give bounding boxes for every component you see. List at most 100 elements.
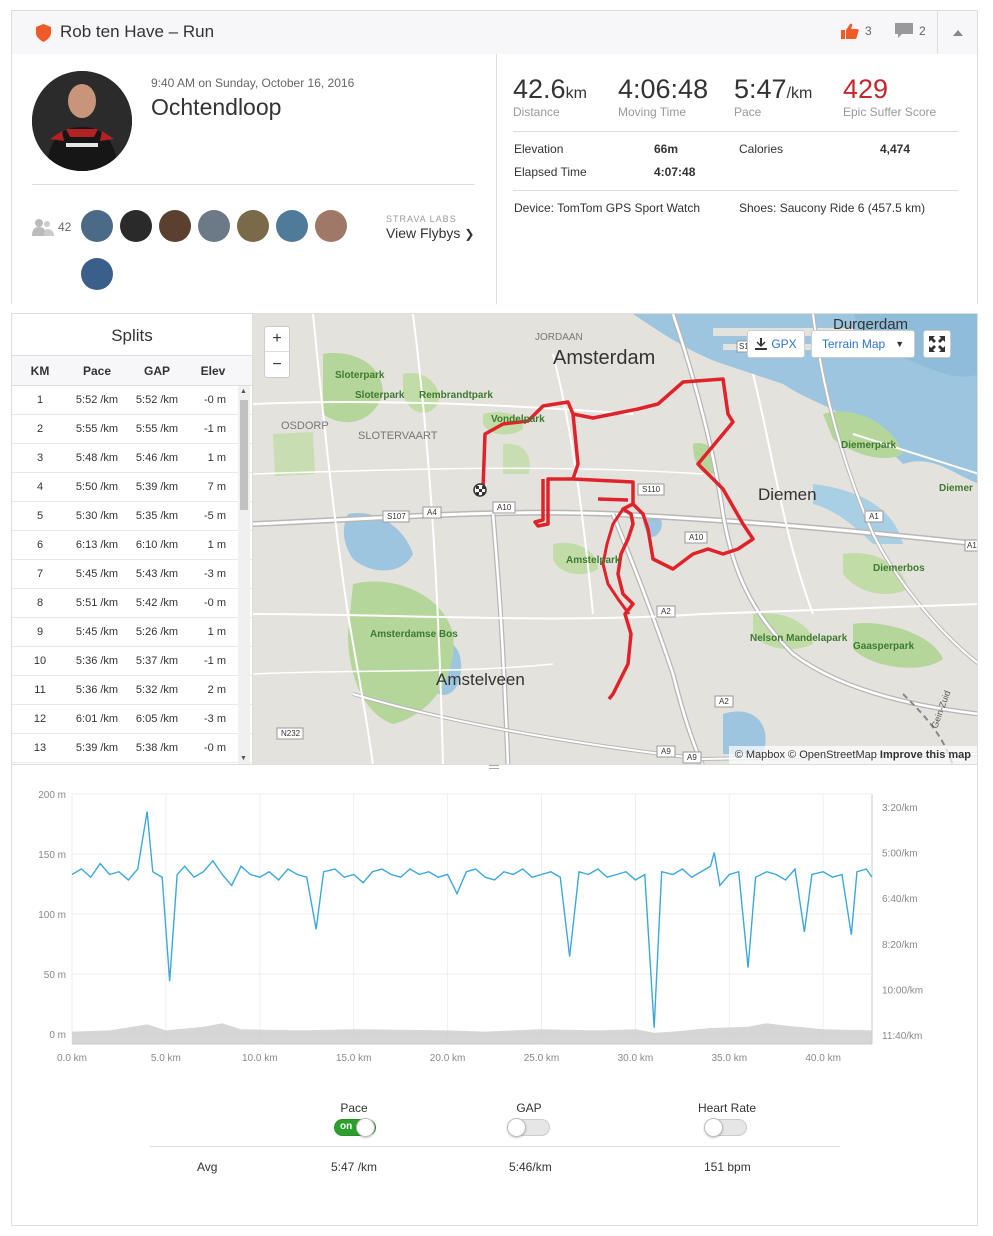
heart-rate-toggle[interactable]	[704, 1118, 747, 1137]
activity-date: 9:40 AM on Sunday, October 16, 2016	[151, 76, 355, 90]
distance-unit: km	[565, 85, 587, 102]
split-row[interactable]: 2 5:55 /km 5:55 /km -1 m	[12, 415, 252, 444]
split-gap: 6:05 /km	[135, 713, 179, 725]
split-row[interactable]: 1 5:52 /km 5:52 /km -0 m	[12, 386, 252, 415]
split-gap: 5:52 /km	[135, 394, 179, 406]
scroll-down-icon[interactable]: ▼	[240, 755, 247, 762]
zoom-out-button[interactable]: −	[272, 355, 282, 373]
split-gap: 5:46 /km	[135, 452, 179, 464]
splits-scrollbar[interactable]: ▲ ▼	[238, 386, 250, 764]
split-row[interactable]: 8 5:51 /km 5:42 /km -0 m	[12, 589, 252, 618]
split-pace: 5:36 /km	[75, 684, 119, 696]
gpx-download-button[interactable]: GPX	[747, 330, 805, 358]
athlete-count[interactable]: 42	[32, 218, 71, 236]
y-right-tick-label: 8:20/km	[882, 940, 918, 951]
elevation-area	[72, 1023, 872, 1044]
elevation-value: 66m	[654, 142, 679, 156]
terrain-map-select[interactable]: Terrain Map ▼	[811, 330, 915, 358]
y-tick-label: 0 m	[49, 1030, 66, 1041]
map-label-rembrandtpark: Rembrandtpark	[419, 390, 493, 401]
device-info: Device: TomTom GPS Sport Watch	[514, 201, 701, 215]
split-row[interactable]: 12 6:01 /km 6:05 /km -3 m	[12, 705, 252, 734]
athlete-avatar-small[interactable]	[120, 210, 152, 242]
scroll-up-icon[interactable]: ▲	[240, 388, 247, 395]
map-label-diemen: Diemen	[758, 485, 817, 504]
analysis-chart-panel: 200 m 150 m 100 m 50 m 0 m 3:20/km 5:00/km 6:40…	[11, 764, 978, 1226]
athlete-avatar-small[interactable]	[81, 210, 113, 242]
split-row[interactable]: 3 5:48 /km 5:46 /km 1 m	[12, 444, 252, 473]
pace-toggle[interactable]: on	[334, 1118, 376, 1137]
calories-value: 4,474	[880, 142, 911, 156]
shield-icon	[36, 24, 51, 42]
athlete-avatar-small[interactable]	[276, 210, 308, 242]
split-row[interactable]: 13 5:39 /km 5:38 /km -0 m	[12, 734, 252, 763]
y-tick-label: 100 m	[38, 910, 66, 921]
split-gap: 6:10 /km	[135, 539, 179, 551]
athlete-avatar-small[interactable]	[159, 210, 191, 242]
header-title: Rob ten Have – Run	[60, 22, 215, 41]
athlete-avatar-small[interactable]	[198, 210, 230, 242]
split-elev: 1 m	[207, 626, 226, 638]
split-km: 8	[36, 597, 44, 609]
athlete-avatar-small[interactable]	[315, 210, 347, 242]
kudos-button[interactable]: 3	[841, 23, 872, 39]
map-label-amsterdamse-bos: Amsterdamse Bos	[370, 629, 458, 640]
resize-handle[interactable]	[488, 765, 500, 773]
splits-title: Splits	[12, 314, 252, 356]
split-row[interactable]: 11 5:36 /km 5:32 /km 2 m	[12, 676, 252, 705]
group-icon	[32, 219, 54, 236]
split-km: 1	[36, 394, 44, 406]
x-tick-label: 35.0 km	[711, 1053, 747, 1064]
split-gap: 5:42 /km	[135, 597, 179, 609]
splits-rows[interactable]: 1 5:52 /km 5:52 /km -0 m 2 5:55 /km 5:55 /km -1…	[12, 386, 252, 764]
map-label-sloterpark-2: Sloterpark	[355, 390, 405, 401]
split-row[interactable]: 9 5:45 /km 5:26 /km 1 m	[12, 618, 252, 647]
split-row[interactable]: 5 5:30 /km 5:35 /km -5 m	[12, 502, 252, 531]
fullscreen-button[interactable]	[923, 330, 951, 358]
stat-suffer-score[interactable]: 429 Epic Suffer Score	[843, 74, 936, 119]
athlete-avatar-small[interactable]	[237, 210, 269, 242]
avg-heart-rate: 151 bpm	[704, 1160, 751, 1174]
zoom-in-button[interactable]: +	[265, 327, 289, 353]
athlete-avatar-small[interactable]	[81, 258, 113, 290]
x-tick-label: 0.0 km	[57, 1053, 87, 1064]
x-tick-label: 15.0 km	[336, 1053, 372, 1064]
flybys-link[interactable]: STRAVA LABS View Flybys ❯	[386, 214, 474, 241]
activity-header: Rob ten Have – Run 3 2	[11, 10, 978, 55]
map-label-osdorp: OSDORP	[281, 420, 329, 432]
scroll-thumb[interactable]	[240, 400, 248, 510]
map-label-amsterdam: Amsterdam	[553, 347, 655, 369]
split-pace: 5:30 /km	[75, 510, 119, 522]
road-label: A2	[719, 697, 729, 706]
y-tick-label: 150 m	[38, 850, 66, 861]
split-row[interactable]: 6 6:13 /km 6:10 /km 1 m	[12, 531, 252, 560]
split-row[interactable]: 10 5:36 /km 5:37 /km -1 m	[12, 647, 252, 676]
split-gap: 5:26 /km	[135, 626, 179, 638]
split-gap: 5:32 /km	[135, 684, 179, 696]
map-label-amstelveen: Amstelveen	[436, 670, 525, 689]
split-pace: 5:50 /km	[75, 481, 119, 493]
split-km: 2	[36, 423, 44, 435]
split-row[interactable]: 4 5:50 /km 5:39 /km 7 m	[12, 473, 252, 502]
x-tick-label: 25.0 km	[524, 1053, 560, 1064]
athlete-avatar[interactable]	[32, 71, 132, 171]
split-elev: -0 m	[204, 742, 226, 754]
comments-count: 2	[919, 24, 926, 38]
comments-button[interactable]: 2	[895, 23, 926, 39]
split-pace: 5:45 /km	[75, 626, 119, 638]
split-elev: -3 m	[204, 568, 226, 580]
x-tick-label: 20.0 km	[430, 1053, 466, 1064]
improve-map-link[interactable]: Improve this map	[879, 749, 971, 761]
divider	[496, 54, 497, 304]
collapse-button[interactable]	[937, 11, 977, 55]
split-km: 9	[36, 626, 44, 638]
divider	[513, 131, 958, 132]
attribution-text[interactable]: © Mapbox © OpenStreetMap	[734, 749, 877, 761]
gap-toggle[interactable]	[507, 1118, 550, 1137]
split-row[interactable]: 7 5:45 /km 5:43 /km -3 m	[12, 560, 252, 589]
stat-pace: 5:47/km Pace	[734, 74, 812, 119]
route-map[interactable]: Amsterdam Diemen Amstelveen Durgerdam JO…	[252, 313, 978, 765]
split-km: 7	[36, 568, 44, 580]
map-canvas: Amsterdam Diemen Amstelveen Durgerdam JO…	[253, 314, 977, 764]
pace-elevation-chart[interactable]: 200 m 150 m 100 m 50 m 0 m 3:20/km 5:00/km 6:40…	[12, 779, 979, 1079]
